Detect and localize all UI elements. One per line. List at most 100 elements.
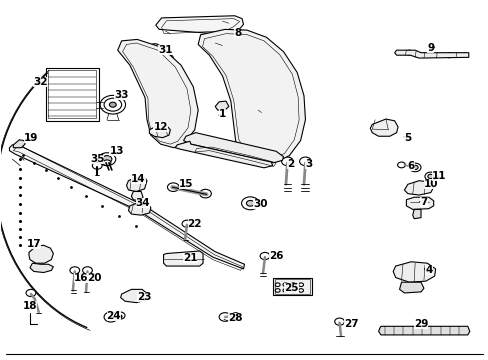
Polygon shape <box>128 202 151 215</box>
Ellipse shape <box>168 260 173 264</box>
Polygon shape <box>378 326 469 335</box>
Ellipse shape <box>36 251 45 258</box>
Ellipse shape <box>199 189 211 198</box>
Polygon shape <box>13 140 25 148</box>
Ellipse shape <box>281 157 293 166</box>
Text: 20: 20 <box>87 273 102 283</box>
Ellipse shape <box>197 255 202 259</box>
Ellipse shape <box>445 53 452 58</box>
Ellipse shape <box>177 24 184 30</box>
Text: 5: 5 <box>404 133 410 143</box>
Ellipse shape <box>264 66 273 73</box>
Polygon shape <box>392 262 435 282</box>
Ellipse shape <box>149 44 160 52</box>
Text: 11: 11 <box>431 171 446 181</box>
Ellipse shape <box>168 255 173 259</box>
Text: 23: 23 <box>137 292 151 302</box>
Text: 19: 19 <box>24 133 38 143</box>
Ellipse shape <box>218 103 224 108</box>
Text: 13: 13 <box>109 146 124 156</box>
Text: 26: 26 <box>268 251 283 261</box>
Polygon shape <box>30 263 53 273</box>
Text: 9: 9 <box>427 43 433 53</box>
Polygon shape <box>399 282 423 293</box>
Bar <box>45 68 99 121</box>
Text: 15: 15 <box>179 179 193 189</box>
Ellipse shape <box>408 163 420 172</box>
Ellipse shape <box>299 157 311 166</box>
Ellipse shape <box>168 87 176 93</box>
Ellipse shape <box>155 131 163 136</box>
Ellipse shape <box>260 252 269 260</box>
Polygon shape <box>118 40 198 148</box>
Polygon shape <box>156 16 243 35</box>
Text: 10: 10 <box>423 179 437 189</box>
Text: 17: 17 <box>26 239 41 249</box>
Ellipse shape <box>197 260 202 264</box>
Ellipse shape <box>102 156 112 163</box>
Ellipse shape <box>252 53 265 63</box>
Ellipse shape <box>283 289 287 292</box>
Text: 16: 16 <box>74 273 88 283</box>
Text: 4: 4 <box>424 265 431 275</box>
Text: 12: 12 <box>153 122 167 132</box>
Ellipse shape <box>405 267 416 276</box>
Ellipse shape <box>98 153 116 166</box>
Ellipse shape <box>298 289 303 292</box>
Ellipse shape <box>283 283 287 287</box>
Ellipse shape <box>103 160 111 166</box>
Polygon shape <box>126 177 147 192</box>
Ellipse shape <box>424 172 436 181</box>
Polygon shape <box>163 251 203 266</box>
Text: 7: 7 <box>419 197 427 207</box>
Ellipse shape <box>413 185 421 191</box>
Ellipse shape <box>82 267 92 274</box>
Ellipse shape <box>167 22 177 29</box>
Bar <box>272 278 311 296</box>
Ellipse shape <box>190 260 195 264</box>
Ellipse shape <box>241 197 259 210</box>
Ellipse shape <box>128 292 138 299</box>
Ellipse shape <box>182 220 191 227</box>
Ellipse shape <box>176 260 181 264</box>
Ellipse shape <box>100 95 125 114</box>
Ellipse shape <box>219 313 230 321</box>
Polygon shape <box>369 119 397 136</box>
Ellipse shape <box>290 289 295 292</box>
Text: 2: 2 <box>286 159 294 169</box>
Ellipse shape <box>290 283 295 287</box>
Text: 1: 1 <box>219 109 226 119</box>
Polygon shape <box>149 126 170 138</box>
Ellipse shape <box>183 260 188 264</box>
Text: 27: 27 <box>344 319 358 329</box>
Polygon shape <box>131 192 143 201</box>
Ellipse shape <box>70 267 80 274</box>
Ellipse shape <box>115 312 125 319</box>
Ellipse shape <box>32 248 49 261</box>
Polygon shape <box>183 133 283 163</box>
Ellipse shape <box>272 83 282 90</box>
Polygon shape <box>29 245 53 263</box>
Ellipse shape <box>298 283 303 287</box>
Ellipse shape <box>190 255 195 259</box>
Polygon shape <box>406 197 433 210</box>
Ellipse shape <box>334 318 344 325</box>
Text: 6: 6 <box>407 161 414 171</box>
Ellipse shape <box>275 283 280 287</box>
Ellipse shape <box>176 255 181 259</box>
Ellipse shape <box>378 123 387 131</box>
Text: 28: 28 <box>228 313 243 323</box>
Ellipse shape <box>167 183 179 192</box>
Text: 18: 18 <box>22 301 37 311</box>
Text: 34: 34 <box>136 198 150 208</box>
Ellipse shape <box>26 289 36 297</box>
Ellipse shape <box>104 98 122 111</box>
Ellipse shape <box>144 67 152 73</box>
Polygon shape <box>175 141 272 168</box>
Polygon shape <box>394 50 468 58</box>
Ellipse shape <box>427 174 433 179</box>
Text: 29: 29 <box>413 319 427 329</box>
Ellipse shape <box>109 102 116 107</box>
Ellipse shape <box>137 295 145 301</box>
Ellipse shape <box>163 54 173 62</box>
